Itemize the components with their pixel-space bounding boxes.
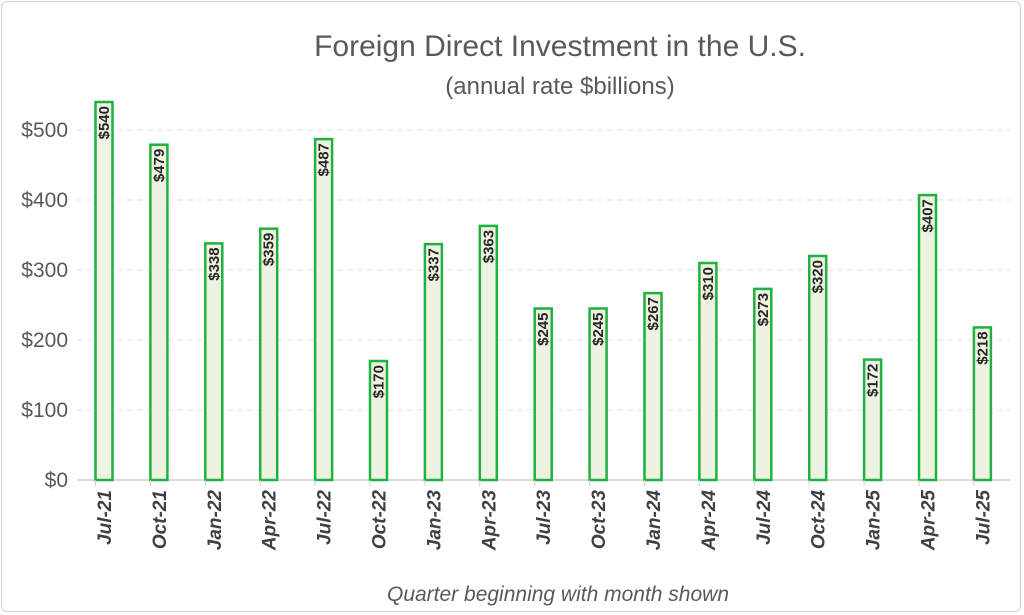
x-tick-label: Jan-23 bbox=[424, 490, 445, 551]
bar bbox=[533, 307, 553, 482]
bar bbox=[423, 242, 444, 482]
x-tick-label: Jul-25 bbox=[973, 490, 994, 545]
y-tick-label: $0 bbox=[45, 469, 68, 492]
bar bbox=[807, 254, 828, 482]
data-label: $337 bbox=[425, 248, 442, 281]
bar bbox=[753, 287, 773, 482]
x-tick-label: Jul-21 bbox=[95, 490, 116, 545]
data-label: $479 bbox=[151, 149, 168, 182]
x-tick-label: Jan-22 bbox=[205, 490, 226, 551]
x-tick-label: Jul-22 bbox=[315, 490, 336, 545]
y-tick-label: $100 bbox=[21, 399, 68, 422]
data-label: $487 bbox=[316, 143, 333, 176]
x-tick-label: Jul-24 bbox=[754, 490, 775, 545]
data-label: $359 bbox=[261, 233, 278, 266]
chart-title: Foreign Direct Investment in the U.S. bbox=[314, 30, 806, 63]
x-tick-label: Jul-23 bbox=[534, 490, 555, 545]
chart-subtitle: (annual rate $billions) bbox=[445, 73, 674, 100]
data-label: $407 bbox=[920, 199, 937, 232]
bar bbox=[588, 307, 608, 482]
x-tick-label: Jan-24 bbox=[644, 490, 665, 551]
bar bbox=[149, 143, 169, 482]
x-tick-label: Oct-23 bbox=[589, 490, 610, 550]
x-tick-label: Apr-25 bbox=[919, 490, 940, 552]
bar bbox=[94, 100, 114, 482]
x-tick-label: Apr-24 bbox=[699, 490, 720, 552]
x-tick-label: Apr-22 bbox=[260, 490, 281, 552]
y-tick-label: $300 bbox=[21, 259, 68, 282]
data-label: $172 bbox=[865, 364, 882, 397]
x-tick-label: Oct-22 bbox=[370, 490, 391, 550]
data-label: $170 bbox=[371, 365, 388, 398]
data-label: $363 bbox=[480, 230, 497, 263]
data-label: $245 bbox=[535, 313, 552, 346]
x-axis-label: Quarter beginning with month shown bbox=[387, 583, 729, 606]
bar bbox=[258, 227, 279, 482]
x-tick-label: Oct-24 bbox=[809, 490, 830, 550]
bar bbox=[478, 224, 499, 482]
bar bbox=[643, 291, 663, 482]
y-tick-label: $200 bbox=[21, 329, 68, 352]
data-label: $310 bbox=[700, 267, 717, 300]
data-label: $218 bbox=[974, 331, 991, 364]
bar bbox=[368, 359, 389, 482]
data-label: $540 bbox=[96, 106, 113, 139]
bar bbox=[972, 326, 993, 482]
data-label: $320 bbox=[810, 260, 827, 293]
data-label: $338 bbox=[206, 247, 223, 280]
data-label: $273 bbox=[755, 293, 772, 326]
bar bbox=[204, 242, 224, 482]
x-tick-label: Oct-21 bbox=[150, 490, 171, 549]
y-tick-label: $500 bbox=[21, 119, 68, 142]
data-label: $245 bbox=[590, 313, 607, 346]
bar bbox=[698, 261, 718, 482]
bar bbox=[917, 193, 938, 482]
bar bbox=[313, 137, 334, 482]
x-tick-label: Jan-25 bbox=[864, 490, 885, 551]
y-tick-label: $400 bbox=[21, 189, 68, 212]
data-label: $267 bbox=[645, 297, 662, 330]
bar bbox=[862, 358, 883, 482]
x-tick-label: Apr-23 bbox=[479, 490, 500, 552]
